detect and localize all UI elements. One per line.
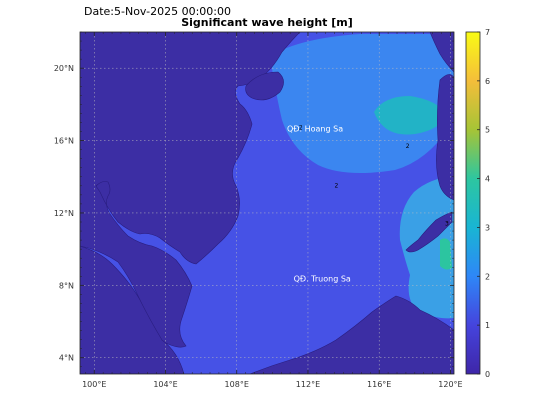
contour-label-0: 2 bbox=[299, 125, 303, 132]
contour-label-1: 2 bbox=[335, 183, 339, 190]
map-plot-area: 2 2 2 3 QĐ. Hoang Sa QĐ. Truong Sa bbox=[80, 32, 454, 374]
land-mainland bbox=[80, 32, 301, 348]
contour-label-2: 2 bbox=[406, 143, 410, 150]
y-tick-label-4: 20°N bbox=[54, 64, 74, 73]
y-tick-label-0: 4°N bbox=[59, 354, 74, 363]
colorbar-tick-label-2: 2 bbox=[485, 272, 490, 281]
y-tick-label-2: 12°N bbox=[54, 209, 74, 218]
colorbar-tick-label-6: 6 bbox=[485, 77, 490, 86]
land-palawan bbox=[405, 211, 453, 253]
map-grid bbox=[80, 32, 454, 374]
land-taiwan bbox=[429, 32, 454, 73]
land-luzon bbox=[436, 74, 454, 201]
wave-region-east bbox=[399, 176, 454, 319]
plot-frame bbox=[79, 31, 455, 375]
colorbar-ticks: 0 1 2 3 4 5 6 7 bbox=[477, 28, 490, 379]
colorbar-tick-label-1: 1 bbox=[485, 321, 490, 330]
x-tick-label-2: 108°E bbox=[225, 380, 249, 389]
contour-labels: 2 2 2 3 bbox=[299, 125, 449, 228]
place-label-0: QĐ. Hoang Sa bbox=[287, 125, 343, 134]
land-hainan bbox=[245, 71, 284, 101]
colorbar-tick-label-4: 4 bbox=[485, 175, 490, 184]
colorbar-tick-label-3: 3 bbox=[485, 223, 490, 232]
place-label-1: QĐ. Truong Sa bbox=[294, 275, 351, 284]
land-masses bbox=[80, 32, 454, 374]
colorbar: 0 1 2 3 4 5 6 7 bbox=[465, 28, 490, 379]
x-tick-label-3: 112°E bbox=[296, 380, 320, 389]
y-axis-ticks: 4°N 8°N 12°N 16°N 20°N bbox=[54, 31, 454, 368]
x-tick-label-5: 120°E bbox=[438, 380, 462, 389]
land-borneo bbox=[249, 295, 454, 374]
place-labels: QĐ. Hoang Sa QĐ. Truong Sa bbox=[287, 125, 351, 284]
wave-region-interior bbox=[440, 238, 452, 270]
x-tick-label-4: 116°E bbox=[367, 380, 391, 389]
y-tick-label-3: 16°N bbox=[54, 137, 74, 146]
colorbar-tick-label-0: 0 bbox=[485, 370, 490, 379]
chart-title: Significant wave height [m] bbox=[181, 16, 353, 29]
colorbar-tick-label-7: 7 bbox=[485, 28, 490, 37]
colorbar-tick-label-5: 5 bbox=[485, 126, 490, 135]
contour-label-3: 3 bbox=[445, 221, 449, 228]
date-label: Date:5-Nov-2025 00:00:00 bbox=[84, 5, 231, 18]
x-tick-label-1: 104°E bbox=[153, 380, 177, 389]
land-south-peninsula bbox=[80, 245, 185, 374]
x-tick-label-0: 100°E bbox=[82, 380, 106, 389]
x-axis-ticks: 100°E 104°E 108°E 112°E 116°E 120°E bbox=[82, 32, 463, 389]
wave-region-luzon-patch bbox=[374, 96, 446, 135]
colorbar-bar bbox=[465, 31, 481, 375]
wave-region-north bbox=[270, 34, 454, 174]
y-tick-label-1: 8°N bbox=[59, 281, 74, 290]
